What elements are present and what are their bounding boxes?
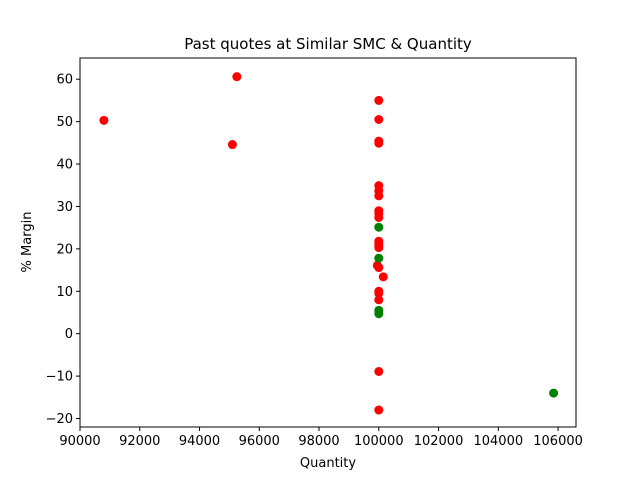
data-point	[374, 288, 384, 298]
y-tick-label: −20	[46, 412, 73, 427]
data-point	[374, 295, 384, 305]
y-tick-label: 30	[56, 200, 73, 215]
y-tick-label: 50	[56, 115, 73, 130]
data-point	[374, 243, 384, 253]
chart-title: Past quotes at Similar SMC & Quantity	[184, 35, 472, 53]
data-point	[549, 388, 559, 398]
data-point	[99, 115, 109, 125]
data-point	[374, 366, 384, 376]
x-tick-label: 106000	[533, 434, 583, 449]
y-tick-label: 40	[56, 158, 73, 173]
data-point	[227, 140, 237, 150]
y-tick-label: 0	[65, 327, 73, 342]
points-layer	[99, 72, 559, 415]
data-point	[232, 72, 242, 82]
x-tick-label: 98000	[298, 434, 339, 449]
y-tick-label: 20	[56, 242, 73, 257]
x-tick-label: 90000	[59, 434, 100, 449]
x-tick-label: 104000	[473, 434, 523, 449]
data-point	[378, 272, 388, 282]
y-tick-label: −10	[46, 370, 73, 385]
data-point	[374, 405, 384, 415]
data-point	[374, 138, 384, 148]
x-tick-label: 96000	[239, 434, 280, 449]
data-point	[374, 212, 384, 222]
x-tick-label: 102000	[414, 434, 464, 449]
x-axis-ticks: 90000 92000 94000 96000 98000 100000 102000 104…	[59, 427, 583, 449]
data-point	[374, 191, 384, 201]
data-point	[374, 222, 384, 232]
data-point	[374, 309, 384, 319]
data-point	[374, 95, 384, 105]
y-axis-ticks: −20 −10 0 10 20 30 40 50 60	[46, 73, 80, 427]
data-point	[374, 263, 384, 273]
y-axis-label: % Margin	[20, 212, 35, 273]
data-point	[374, 253, 384, 263]
y-tick-label: 60	[56, 73, 73, 88]
x-axis-label: Quantity	[300, 456, 356, 471]
x-tick-label: 94000	[179, 434, 220, 449]
data-point	[374, 115, 384, 124]
y-tick-label: 10	[56, 285, 73, 300]
plot-frame	[79, 57, 577, 428]
x-tick-label: 100000	[354, 434, 404, 449]
x-tick-label: 92000	[119, 434, 160, 449]
